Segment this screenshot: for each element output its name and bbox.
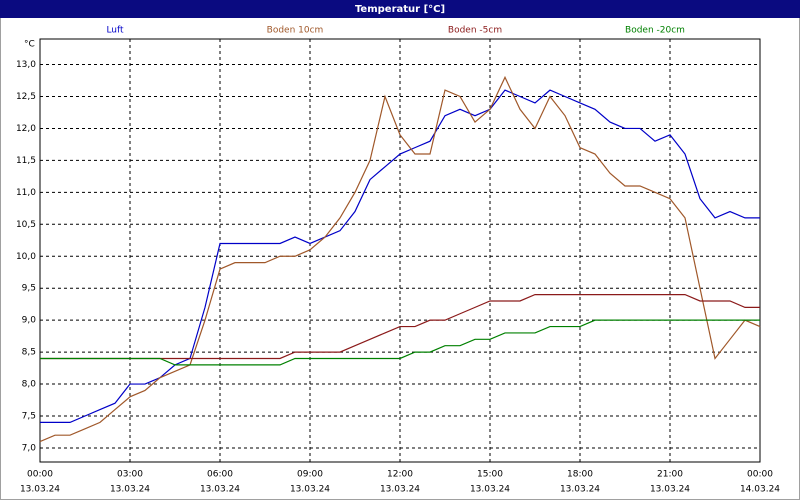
legend-entry: Boden -20cm (625, 26, 685, 36)
x-tick-label: 12:00 (387, 470, 413, 480)
y-tick-label: 11,5 (16, 156, 36, 166)
y-tick-label: 8,5 (22, 348, 36, 358)
x-tick-date: 13.03.24 (290, 485, 330, 495)
x-tick-label: 00:00 (27, 470, 53, 480)
y-tick-label: 12,0 (16, 124, 36, 134)
x-tick-label: 09:00 (297, 470, 323, 480)
y-tick-label: 8,0 (22, 380, 37, 390)
legend-entry: Boden 10cm (267, 26, 324, 36)
x-tick-date: 13.03.24 (200, 485, 240, 495)
series-line (39, 75, 761, 443)
y-tick-label: 11,0 (16, 188, 36, 198)
y-tick-label: 7,5 (22, 411, 36, 421)
x-tick-label: 03:00 (117, 470, 143, 480)
x-tick-label: 15:00 (477, 470, 503, 480)
y-tick-label: 9,0 (22, 316, 37, 326)
x-tick-label: 00:00 (747, 470, 773, 480)
x-tick-date: 13.03.24 (470, 485, 510, 495)
x-tick-date: 13.03.24 (20, 485, 60, 495)
y-tick-label: 9,5 (22, 284, 36, 294)
x-tick-date: 13.03.24 (650, 485, 690, 495)
x-tick-label: 06:00 (207, 470, 233, 480)
chart-title: Temperatur [°C] (355, 4, 445, 15)
y-tick-label: 12,5 (16, 92, 36, 102)
x-tick-date: 14.03.24 (740, 485, 780, 495)
y-tick-label: 10,0 (16, 252, 36, 262)
y-tick-label: 7,0 (22, 443, 37, 453)
x-tick-date: 13.03.24 (380, 485, 420, 495)
series-line (40, 319, 760, 366)
legend-entry: Luft (106, 26, 124, 36)
x-tick-label: 21:00 (657, 470, 683, 480)
x-tick-date: 13.03.24 (560, 485, 600, 495)
y-tick-label: 10,5 (16, 220, 36, 230)
y-tick-label: 13,0 (16, 60, 36, 70)
y-unit: °C (24, 40, 35, 50)
x-tick-label: 18:00 (567, 470, 593, 480)
title-bar (0, 0, 800, 18)
x-tick-date: 13.03.24 (110, 485, 150, 495)
legend-entry: Boden -5cm (448, 26, 502, 36)
